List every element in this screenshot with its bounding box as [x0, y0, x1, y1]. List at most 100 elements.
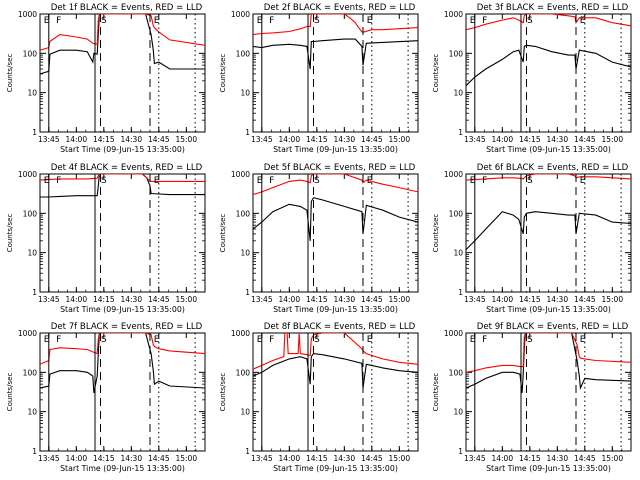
interval-marker-label: S: [101, 176, 107, 186]
x-tick-label: 14:15: [306, 135, 328, 144]
chart-title: Det 5f BLACK = Events, RED = LLD: [264, 163, 416, 173]
y-axis-label: Counts/sec: [432, 54, 440, 93]
x-tick-label: 13:45: [251, 295, 273, 304]
x-axis-label: Start Time (09-Jun-15 13:35:00): [273, 305, 398, 314]
x-tick-label: 14:00: [278, 135, 300, 144]
x-tick-label: 14:00: [491, 454, 513, 463]
panel-det-4f: Det 4f BLACK = Events, RED = LLD 1 10 100 10…: [6, 163, 206, 314]
y-tick-label: 100: [449, 49, 464, 58]
x-axis-label: Start Time (09-Jun-15 13:35:00): [486, 464, 611, 473]
x-tick-label: 15:00: [175, 454, 197, 463]
y-tick-label: 1: [245, 288, 250, 297]
chart-title: Det 1f BLACK = Events, RED = LLD: [51, 3, 203, 13]
interval-marker-label: S: [527, 16, 533, 26]
interval-marker-label: E: [367, 176, 373, 186]
x-tick-label: 14:30: [546, 135, 568, 144]
x-axis-label: Start Time (09-Jun-15 13:35:00): [60, 145, 185, 154]
x-tick-label: 14:30: [546, 295, 568, 304]
y-tick-label: 100: [236, 209, 251, 218]
y-tick-label: 1: [32, 288, 37, 297]
panel-det-6f: Det 6f BLACK = Events, RED = LLD 1 10 100 10…: [432, 163, 632, 314]
interval-marker-label: F: [56, 16, 61, 26]
x-tick-label: 15:00: [601, 135, 623, 144]
series-group: [466, 14, 631, 87]
panel-det-8f: Det 8f BLACK = Events, RED = LLD 1 10 100 10…: [219, 322, 419, 473]
series-line-lld: [253, 14, 418, 36]
interval-marker-label: F: [482, 335, 487, 345]
x-tick-label: 14:45: [361, 454, 383, 463]
x-tick-label: 13:45: [38, 135, 60, 144]
y-tick-label: 10: [453, 408, 463, 417]
x-tick-label: 14:00: [65, 295, 87, 304]
x-tick-label: 14:00: [65, 135, 87, 144]
y-tick-label: 1: [458, 128, 463, 137]
x-tick-label: 14:15: [519, 454, 541, 463]
interval-marker-label: E: [367, 335, 373, 345]
x-tick-label: 14:15: [306, 295, 328, 304]
y-tick-label: 1000: [18, 10, 37, 19]
y-tick-label: 100: [449, 368, 464, 377]
x-tick-label: 14:30: [333, 454, 355, 463]
interval-marker-label: E: [154, 335, 160, 345]
interval-marker-label: E: [44, 176, 50, 186]
plot-frame: [252, 13, 419, 133]
x-tick-label: 14:30: [120, 454, 142, 463]
y-tick-label: 10: [453, 89, 463, 98]
y-tick-label: 100: [236, 49, 251, 58]
series-line-lld: [253, 333, 418, 370]
x-tick-label: 13:45: [251, 135, 273, 144]
y-axis-label: Counts/sec: [219, 214, 227, 253]
interval-marker-label: E: [470, 16, 476, 26]
y-tick-label: 100: [23, 49, 38, 58]
panel-det-7f: Det 7f BLACK = Events, RED = LLD 1 10 100 10…: [6, 322, 206, 473]
y-tick-label: 1: [32, 447, 37, 456]
y-tick-label: 10: [453, 249, 463, 258]
x-tick-label: 14:45: [361, 135, 383, 144]
x-tick-label: 14:30: [120, 295, 142, 304]
y-axis-label: Counts/sec: [6, 54, 14, 93]
series-group: [253, 333, 418, 389]
x-tick-label: 14:45: [574, 295, 596, 304]
chart-title: Det 9f BLACK = Events, RED = LLD: [477, 322, 629, 332]
x-tick-label: 14:15: [93, 454, 115, 463]
x-tick-label: 14:30: [120, 135, 142, 144]
series-group: [466, 174, 631, 250]
x-tick-label: 14:00: [65, 454, 87, 463]
x-tick-label: 14:30: [333, 295, 355, 304]
x-axis-label: Start Time (09-Jun-15 13:35:00): [273, 145, 398, 154]
chart-title: Det 4f BLACK = Events, RED = LLD: [51, 163, 203, 173]
x-tick-label: 14:45: [148, 295, 170, 304]
panel-det-5f: Det 5f BLACK = Events, RED = LLD 1 10 100 10…: [219, 163, 419, 314]
interval-marker-label: S: [314, 335, 320, 345]
series-group: [253, 174, 418, 241]
plot-frame: [465, 332, 632, 452]
series-line-lld: [466, 174, 631, 181]
x-tick-label: 14:45: [148, 135, 170, 144]
x-tick-label: 15:00: [175, 295, 197, 304]
x-axis-label: Start Time (09-Jun-15 13:35:00): [60, 464, 185, 473]
interval-marker-label: E: [580, 176, 586, 186]
y-axis-label: Counts/sec: [6, 214, 14, 253]
x-axis-label: Start Time (09-Jun-15 13:35:00): [273, 464, 398, 473]
y-tick-label: 10: [27, 89, 37, 98]
panel-det-2f: Det 2f BLACK = Events, RED = LLD 1 10 100 10…: [219, 3, 419, 154]
panel-det-9f: Det 9f BLACK = Events, RED = LLD 1 10 100 10…: [432, 322, 632, 473]
interval-marker-label: S: [314, 16, 320, 26]
x-tick-label: 13:45: [38, 295, 60, 304]
interval-marker-label: E: [257, 335, 263, 345]
x-tick-label: 14:15: [93, 295, 115, 304]
x-tick-label: 14:15: [306, 454, 328, 463]
x-tick-label: 14:45: [574, 454, 596, 463]
series-group: [40, 14, 205, 75]
y-tick-label: 1: [458, 288, 463, 297]
y-tick-label: 1000: [444, 10, 463, 19]
y-axis-label: Counts/sec: [6, 373, 14, 412]
y-tick-label: 1000: [444, 329, 463, 338]
plot-frame: [465, 13, 632, 133]
plot-frame: [39, 332, 206, 452]
chart-title: Det 7f BLACK = Events, RED = LLD: [51, 322, 203, 332]
x-tick-label: 14:45: [574, 135, 596, 144]
y-tick-label: 10: [27, 249, 37, 258]
y-tick-label: 10: [240, 249, 250, 258]
interval-marker-label: E: [367, 16, 373, 26]
